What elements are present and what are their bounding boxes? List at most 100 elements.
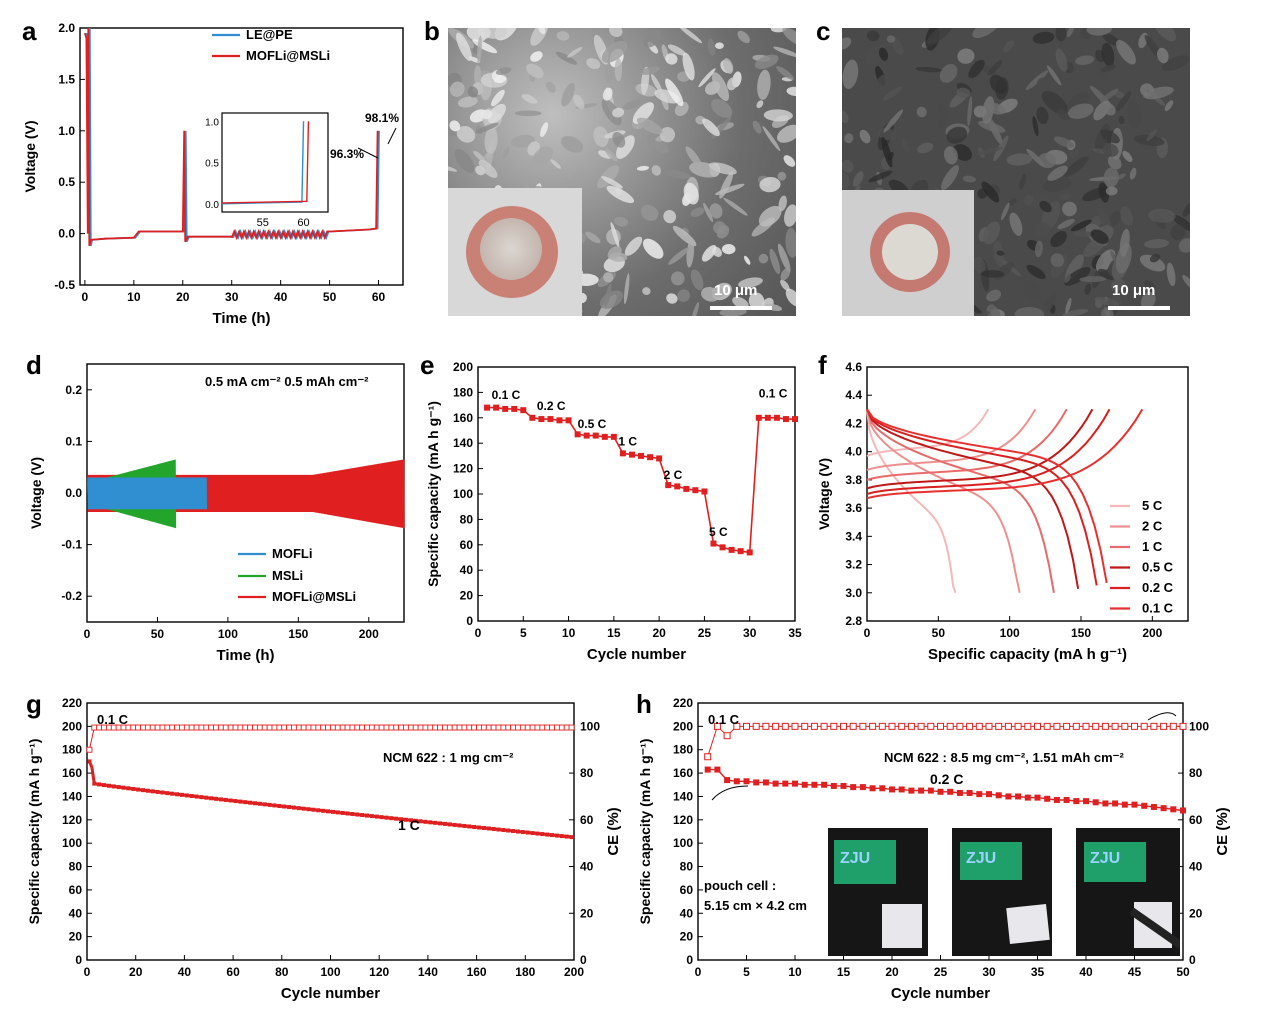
data-point	[610, 433, 617, 440]
sem-grain	[777, 171, 787, 181]
y-tick-label-h: 160	[673, 766, 693, 780]
ce-point	[310, 724, 317, 731]
y-tick-label-g: 200	[62, 719, 82, 733]
ce-point	[417, 724, 424, 731]
sem-grain	[604, 283, 612, 307]
y-tick-label-f: 3.2	[845, 558, 862, 572]
y-tick-label-g: 180	[62, 743, 82, 757]
ce-point	[820, 722, 828, 730]
capacity-line	[88, 760, 575, 839]
ce-point	[946, 722, 954, 730]
ce-point	[898, 722, 906, 730]
sem-grain	[1023, 280, 1041, 303]
ce-point	[427, 724, 434, 731]
sem-grain	[744, 255, 751, 265]
capacity-point	[175, 792, 180, 797]
y-tick-label-g: 160	[62, 766, 82, 780]
capacity-point	[1015, 793, 1022, 800]
capacity-point	[277, 803, 282, 808]
sem-grain	[1148, 208, 1176, 223]
sem-grain	[762, 126, 781, 152]
capacity-point	[253, 801, 258, 806]
ce-point	[261, 724, 268, 731]
ce-point	[198, 724, 205, 731]
sem-grain	[521, 94, 538, 104]
led-board	[960, 842, 1022, 880]
inset-line-LE@PE	[221, 121, 305, 205]
sem-grain	[976, 311, 991, 316]
ce-point	[888, 722, 896, 730]
data-point	[737, 548, 744, 555]
discharge-curve-1 C	[866, 408, 1055, 593]
sem-grain	[777, 124, 796, 143]
ce-point	[325, 724, 332, 731]
ce-point	[1043, 722, 1051, 730]
ce-point	[1160, 722, 1168, 730]
sem-grain	[710, 98, 733, 118]
x-tick-label-g: 80	[275, 965, 289, 979]
x-tick-label-f: 100	[1000, 626, 1020, 640]
capacity-point	[438, 821, 443, 826]
ce-point	[149, 724, 156, 731]
sem-grain	[785, 227, 796, 258]
y-tick-label-d: 0.0	[65, 486, 82, 500]
capacity-point	[477, 825, 482, 830]
sem-grain	[881, 136, 893, 168]
sem-grain	[487, 103, 506, 124]
panel-letter-f: f	[818, 350, 827, 380]
capacity-point	[136, 787, 141, 792]
rate-label: 1 C	[398, 817, 420, 833]
sem-grain	[1099, 88, 1119, 103]
sem-grain	[691, 302, 700, 316]
sem-grain	[585, 231, 601, 244]
ce-point	[1072, 722, 1080, 730]
y-axis-label-d: Voltage (V)	[28, 457, 44, 529]
x-tick-label-f: 50	[932, 626, 946, 640]
sem-grain	[530, 28, 549, 46]
capacity-point	[306, 807, 311, 812]
capacity-point	[1024, 794, 1031, 801]
sem-grain	[1098, 268, 1115, 280]
sem-grain	[612, 131, 626, 148]
capacity-point	[1034, 794, 1041, 801]
capacity-point	[511, 829, 516, 834]
x-tick-label-h: 5	[743, 965, 750, 979]
ce-point	[422, 724, 429, 731]
capacity-point	[821, 781, 828, 788]
y-tick-label-g: 60	[69, 883, 83, 897]
capacity-point	[1141, 802, 1148, 809]
sem-grain	[1119, 228, 1130, 257]
sem-grain	[758, 253, 769, 264]
sem-grain	[1116, 173, 1127, 180]
ce-point	[456, 724, 463, 731]
capacity-point	[345, 811, 350, 816]
ce-point	[354, 724, 361, 731]
sem-grain	[665, 53, 678, 65]
sem-grain	[614, 58, 623, 82]
sem-grain	[1086, 28, 1113, 36]
arrow-to-capacity-axis	[711, 785, 749, 801]
sem-grain	[1069, 149, 1079, 159]
ce-point	[801, 722, 809, 730]
inset-x-tick-label: 55	[257, 217, 269, 229]
x-tick-label-a: 0	[82, 290, 89, 304]
y-tick-label-a: -0.5	[54, 278, 75, 292]
capacity-point	[160, 790, 165, 795]
ce-point	[849, 722, 857, 730]
ce-point	[480, 724, 487, 731]
sem-grain	[1143, 86, 1174, 100]
sem-grain	[685, 146, 702, 168]
ce-point	[966, 722, 974, 730]
sem-grain	[1172, 214, 1190, 232]
y-tick-label-e: 20	[460, 589, 474, 603]
scale-label-b: 10 μm	[714, 282, 758, 299]
ce-point	[315, 724, 322, 731]
capacity-point	[545, 832, 550, 837]
x-tick-label-h: 0	[695, 965, 702, 979]
scale-bar-b	[710, 306, 772, 310]
capacity-point	[481, 825, 486, 830]
sem-grain	[864, 42, 890, 65]
capacity-point	[418, 819, 423, 824]
capacity-point	[859, 784, 866, 791]
sem-grain	[1103, 102, 1116, 116]
